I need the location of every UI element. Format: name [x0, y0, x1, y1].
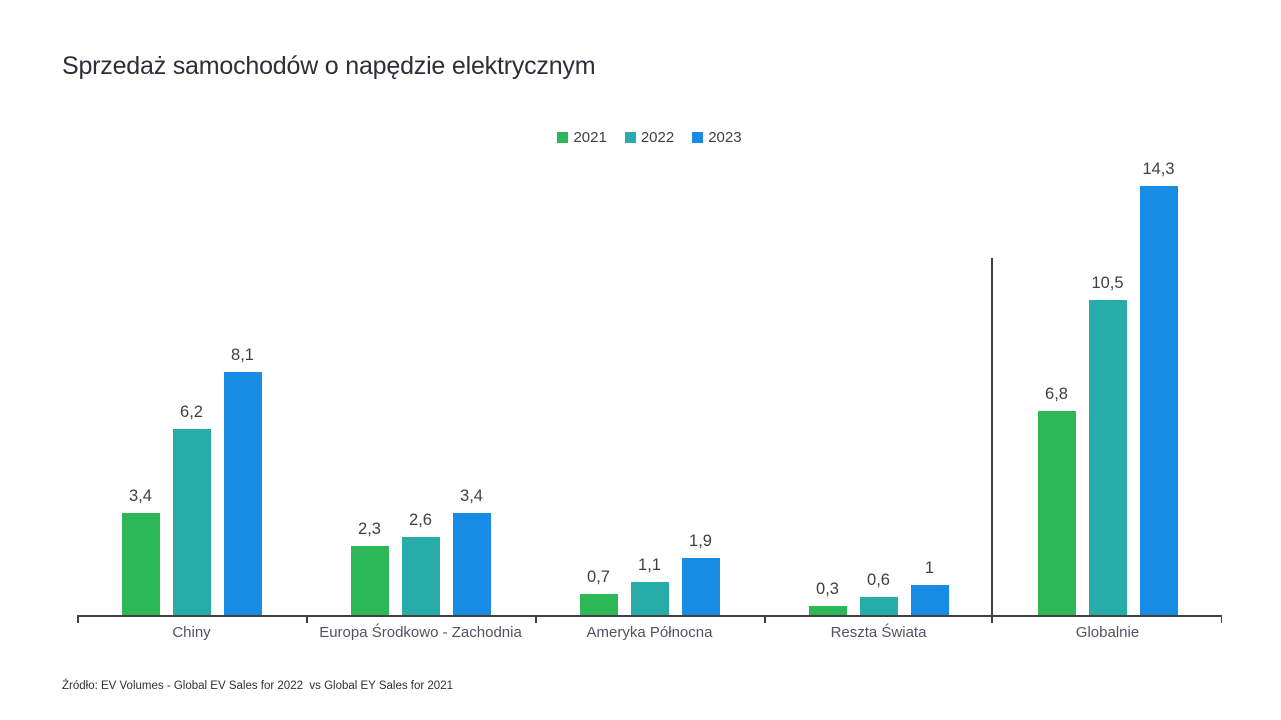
legend-swatch-icon: [557, 132, 569, 143]
value-label: 3,4: [129, 487, 152, 505]
bar-Chiny-2022: 6,2: [172, 403, 211, 615]
category-label-Reszta Świata: Reszta Świata: [830, 624, 927, 641]
value-label: 0,7: [587, 568, 610, 586]
axis-tick: [535, 615, 537, 623]
category-label-Europa Środkowo - Zachodnia: Europa Środkowo - Zachodnia: [319, 624, 522, 641]
category-label-Globalnie: Globalnie: [1075, 624, 1140, 641]
category-label-Chiny: Chiny: [172, 624, 211, 641]
value-label: 2,6: [409, 511, 432, 529]
value-label: 1,9: [689, 532, 712, 550]
category-axis-labels: Chiny Europa Środkowo - Zachodnia Ameryka …: [77, 624, 1222, 646]
legend-swatch-icon: [692, 132, 704, 143]
bar-Ameryka Północna-2023: 1,9: [681, 532, 720, 615]
chart-legend: 2021 2022 2023: [77, 129, 1222, 146]
bar-Europa Środkowo - Zachodnia-2023: 3,4: [452, 487, 491, 615]
bar-Reszta Świata-2023: 1: [910, 559, 949, 615]
value-label: 6,8: [1045, 385, 1068, 403]
bar-Europa Środkowo - Zachodnia-2021: 2,3: [350, 520, 389, 615]
bar-group-Ameryka Północna: 0,7 1,1 1,9: [535, 160, 764, 615]
axis-tick: [77, 615, 79, 623]
bar-group-Reszta Świata: 0,3 0,6 1: [764, 160, 993, 615]
value-label: 0,6: [867, 571, 890, 589]
value-label: 6,2: [180, 403, 203, 421]
axis-tick: [1220, 615, 1222, 623]
legend-label: 2022: [640, 129, 675, 146]
bar-Ameryka Północna-2022: 1,1: [630, 556, 669, 615]
bar-Europa Środkowo - Zachodnia-2022: 2,6: [401, 511, 440, 615]
globalnie-separator-line: [991, 258, 993, 623]
bar-Globalnie-2021: 6,8: [1037, 385, 1076, 615]
source-note: Źródło: EV Volumes - Global EV Sales for…: [62, 680, 453, 692]
value-label: 2,3: [358, 520, 381, 538]
plot-area: 3,4 6,2 8,1 2,3 2,6 3,4 0,7 1,1 1,9 0,3 0,6 1 6,8 10,…: [77, 160, 1222, 623]
bar-Chiny-2021: 3,4: [121, 487, 160, 615]
value-label: 8,1: [231, 346, 254, 364]
value-label: 14,3: [1142, 160, 1175, 178]
bar-group-Europa Środkowo - Zachodnia: 2,3 2,6 3,4: [306, 160, 535, 615]
bar-Reszta Świata-2021: 0,3: [808, 580, 847, 615]
bar-group-Globalnie: 6,8 10,5 14,3: [993, 160, 1222, 615]
bar-Chiny-2023: 8,1: [223, 346, 262, 615]
legend-label: 2023: [708, 129, 742, 146]
axis-tick: [764, 615, 766, 623]
axis-tick: [306, 615, 308, 623]
value-label: 0,3: [816, 580, 839, 598]
value-label: 10,5: [1091, 274, 1124, 292]
bar-group-Chiny: 3,4 6,2 8,1: [77, 160, 306, 615]
legend-item-2023: 2023: [692, 129, 742, 146]
legend-item-2022: 2022: [624, 129, 675, 146]
bar-Globalnie-2023: 14,3: [1139, 160, 1178, 615]
legend-label: 2021: [573, 129, 607, 146]
legend-swatch-icon: [624, 132, 636, 143]
bar-Reszta Świata-2022: 0,6: [859, 571, 898, 615]
value-label: 3,4: [460, 487, 483, 505]
bar-Globalnie-2022: 10,5: [1088, 274, 1127, 615]
value-label: 1,1: [638, 556, 661, 574]
bar-Ameryka Północna-2021: 0,7: [579, 568, 618, 615]
chart-title: Sprzedaż samochodów o napędzie elektrycz…: [62, 52, 596, 80]
value-label: 1: [924, 559, 935, 577]
category-label-Ameryka Północna: Ameryka Północna: [586, 624, 713, 641]
legend-item-2021: 2021: [557, 129, 607, 146]
